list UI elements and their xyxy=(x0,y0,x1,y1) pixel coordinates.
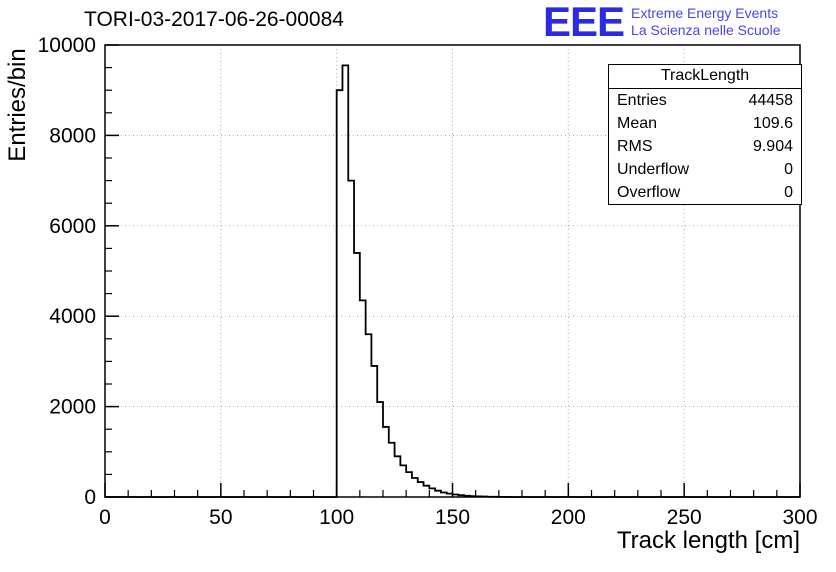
stats-value: 44458 xyxy=(748,92,794,109)
y-tick-label: 0 xyxy=(84,486,96,509)
stats-row: Underflow 0 xyxy=(609,158,801,181)
stats-value: 0 xyxy=(784,184,793,201)
y-tick-label: 10000 xyxy=(38,34,96,57)
y-tick-label: 2000 xyxy=(49,396,96,419)
eee-logo-line2: La Scienza nelle Scuole xyxy=(631,22,781,38)
stats-box: TrackLength Entries 44458 Mean 109.6 RMS… xyxy=(608,64,802,205)
stats-value: 109.6 xyxy=(752,115,793,132)
plot-title: TORI-03-2017-06-26-00084 xyxy=(84,8,344,31)
x-tick-label: 250 xyxy=(667,506,702,529)
x-tick-label: 200 xyxy=(551,506,586,529)
stats-row: RMS 9.904 xyxy=(609,135,801,158)
stats-label: Entries xyxy=(617,92,667,109)
stats-row: Entries 44458 xyxy=(609,89,801,112)
tick-label-layer: 0 50 100 150 200 250 300 0 2000 4000 6000 8000 10000 xyxy=(38,34,818,529)
stats-row: Overflow 0 xyxy=(609,181,801,204)
eee-logo-line1: Extreme Energy Events xyxy=(631,5,779,21)
stats-label: Overflow xyxy=(617,184,681,201)
x-tick-label: 150 xyxy=(435,506,470,529)
eee-logo-mark: EEE xyxy=(543,0,625,45)
tick-layer xyxy=(104,44,801,498)
stats-label: Underflow xyxy=(617,161,690,178)
eee-logo: EEE Extreme Energy Events La Scienza nel… xyxy=(543,0,780,45)
eee-logo-text: Extreme Energy Events La Scienza nelle S… xyxy=(631,5,780,39)
x-tick-label: 100 xyxy=(319,506,354,529)
y-axis-label: Entries/bin xyxy=(4,48,31,161)
x-tick-label: 50 xyxy=(209,506,232,529)
y-tick-label: 8000 xyxy=(49,124,96,147)
x-tick-label: 300 xyxy=(782,506,817,529)
y-tick-label: 4000 xyxy=(49,305,96,328)
stats-label: RMS xyxy=(617,138,653,155)
stats-value: 0 xyxy=(784,161,793,178)
stats-box-title: TrackLength xyxy=(609,65,801,89)
stats-label: Mean xyxy=(617,115,658,132)
y-tick-label: 6000 xyxy=(49,215,96,238)
x-tick-label: 0 xyxy=(99,506,111,529)
stats-value: 9.904 xyxy=(752,138,793,155)
x-axis-label: Track length [cm] xyxy=(617,527,800,554)
stats-row: Mean 109.6 xyxy=(609,112,801,135)
